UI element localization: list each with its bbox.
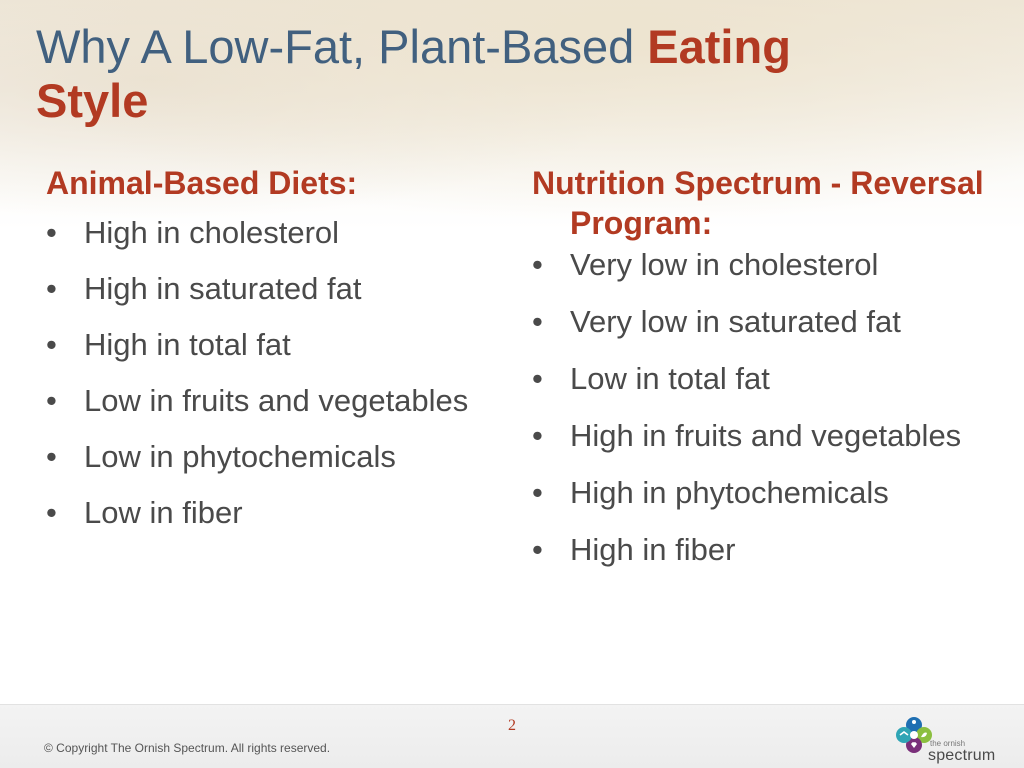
logo-wordmark: spectrum bbox=[928, 747, 996, 764]
list-item: • Low in fruits and vegetables bbox=[46, 383, 506, 419]
list-item: • High in phytochemicals bbox=[532, 475, 1012, 511]
list-item-text: High in saturated fat bbox=[84, 271, 362, 306]
logo-teal-circle bbox=[896, 727, 912, 743]
animal-based-column: Animal-Based Diets: • High in cholesterol… bbox=[46, 163, 506, 551]
title-accent-text: Eating bbox=[647, 20, 791, 73]
reversal-program-heading: Nutrition Spectrum - Reversal Program: bbox=[532, 165, 984, 241]
logo-center bbox=[910, 731, 918, 739]
logo-small-text: the ornish bbox=[930, 739, 966, 748]
list-item-text: Low in phytochemicals bbox=[84, 439, 396, 474]
list-item-text: High in fruits and vegetables bbox=[570, 418, 962, 453]
list-item: • Low in phytochemicals bbox=[46, 439, 506, 475]
list-item: • High in fruits and vegetables bbox=[532, 418, 1012, 454]
bullet-icon: • bbox=[532, 532, 543, 567]
logo-figure-arms bbox=[899, 731, 909, 736]
list-item-text: Very low in cholesterol bbox=[570, 247, 879, 282]
list-item-text: Low in fruits and vegetables bbox=[84, 383, 469, 418]
ornish-spectrum-logo: the ornish spectrum bbox=[892, 713, 1012, 767]
title-main-text: Why A Low-Fat, Plant-Based bbox=[36, 20, 648, 73]
list-item-text: High in cholesterol bbox=[84, 215, 340, 250]
list-item: • High in saturated fat bbox=[46, 271, 506, 307]
bullet-icon: • bbox=[46, 271, 57, 306]
reversal-program-list: • Very low in cholesterol • Very low in sa… bbox=[532, 247, 1012, 568]
list-item-text: High in phytochemicals bbox=[570, 475, 889, 510]
reversal-program-column: Nutrition Spectrum - Reversal Program: •… bbox=[532, 163, 1012, 589]
list-item: • High in cholesterol bbox=[46, 215, 506, 251]
list-item-text: Low in fiber bbox=[84, 495, 243, 530]
page-number: 2 bbox=[508, 717, 516, 734]
title-accent-text-line2: Style bbox=[36, 74, 149, 127]
bullet-icon: • bbox=[46, 383, 57, 418]
ornish-spectrum-logo-icon bbox=[896, 717, 932, 753]
slide-footer: 2 © Copyright The Ornish Spectrum. All r… bbox=[0, 704, 1024, 768]
list-item: • Very low in saturated fat bbox=[532, 304, 1012, 340]
slide-title: Why A Low-Fat, Plant-Based Eating Style bbox=[36, 20, 996, 128]
copyright-notice: © Copyright The Ornish Spectrum. All rig… bbox=[44, 741, 331, 755]
list-item-text: Low in total fat bbox=[570, 361, 770, 396]
list-item: • High in total fat bbox=[46, 327, 506, 363]
list-item: • Low in total fat bbox=[532, 361, 1012, 397]
bullet-icon: • bbox=[46, 327, 57, 362]
list-item-text: High in total fat bbox=[84, 327, 291, 362]
bullet-icon: • bbox=[46, 495, 57, 530]
logo-figure-head bbox=[912, 720, 916, 724]
logo-heart-shape bbox=[911, 742, 917, 748]
animal-based-list: • High in cholesterol • High in saturated … bbox=[46, 215, 506, 531]
list-item: • Low in fiber bbox=[46, 495, 506, 531]
bullet-icon: • bbox=[46, 439, 57, 474]
logo-leaf-shape bbox=[921, 732, 927, 738]
list-item: • Very low in cholesterol bbox=[532, 247, 1012, 283]
logo-blue-circle bbox=[906, 717, 922, 733]
animal-based-heading: Animal-Based Diets: bbox=[46, 165, 358, 201]
list-item: • High in fiber bbox=[532, 532, 1012, 568]
bullet-icon: • bbox=[532, 475, 543, 510]
list-item-text: High in fiber bbox=[570, 532, 736, 567]
bullet-icon: • bbox=[46, 215, 57, 250]
bullet-icon: • bbox=[532, 247, 543, 282]
bullet-icon: • bbox=[532, 304, 543, 339]
list-item-text: Very low in saturated fat bbox=[570, 304, 901, 339]
bullet-icon: • bbox=[532, 418, 543, 453]
bullet-icon: • bbox=[532, 361, 543, 396]
